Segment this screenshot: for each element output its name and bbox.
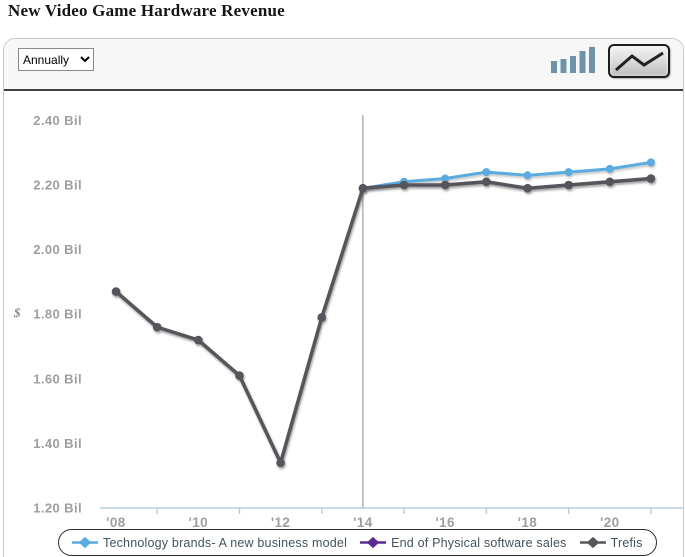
data-point-marker[interactable] [276, 458, 285, 468]
legend-item-technology-brands[interactable]: Technology brands- A new business model [72, 536, 347, 550]
data-point-marker[interactable] [523, 183, 532, 193]
y-axis-tick-label: 1.80 Bil [33, 307, 82, 322]
y-axis-tick-label: 2.00 Bil [33, 242, 82, 257]
bar-chart-icon[interactable] [551, 45, 597, 73]
x-axis-tick-label: '12 [271, 515, 290, 530]
series-technology-brands[interactable] [358, 158, 655, 193]
data-point-marker[interactable] [605, 177, 615, 187]
data-point-marker[interactable] [482, 168, 491, 177]
chart-toolbar: Annually [4, 39, 683, 91]
data-point-marker[interactable] [235, 371, 244, 380]
series-trefis[interactable] [111, 174, 656, 468]
x-axis-tick-label: '18 [518, 515, 538, 530]
x-axis-tick-label: '20 [600, 515, 619, 530]
legend-item-label: End of Physical software sales [391, 535, 567, 550]
data-point-marker[interactable] [482, 177, 491, 187]
chart-plot[interactable]: $ 2.40 Bil 2.20 Bil 2.00 Bil 1.80 Bil 1.60 B… [0, 92, 685, 557]
data-point-marker[interactable] [152, 322, 162, 332]
data-point-marker[interactable] [317, 313, 327, 322]
line-chart-icon [615, 51, 664, 72]
y-axis-unit-label: $ [13, 305, 21, 320]
line-chart-button[interactable] [608, 44, 670, 78]
x-axis-tick-label: '08 [106, 515, 126, 530]
y-axis-tick-label: 1.40 Bil [33, 436, 82, 451]
legend-item-label: Trefis [610, 535, 643, 550]
data-point-marker[interactable] [564, 180, 573, 190]
data-point-marker[interactable] [399, 180, 409, 190]
x-axis-tick-label: '14 [353, 515, 373, 530]
y-axis-tick-label: 1.20 Bil [33, 501, 82, 516]
legend-marker-technology-brands-icon [72, 537, 98, 548]
chart-title: New Video Game Hardware Revenue [8, 1, 285, 20]
data-point-marker[interactable] [111, 287, 121, 296]
legend-item-end-of-physical[interactable]: End of Physical software sales [360, 536, 567, 550]
y-axis-tick-label: 2.40 Bil [33, 113, 82, 128]
y-axis-tick-label: 2.20 Bil [33, 178, 82, 193]
legend-marker-trefis-icon [579, 537, 606, 548]
legend-marker-end-of-physical-icon [360, 537, 387, 548]
data-point-marker[interactable] [646, 158, 655, 167]
data-point-marker[interactable] [646, 174, 656, 183]
data-point-marker[interactable] [564, 168, 573, 177]
data-point-marker[interactable] [440, 180, 450, 190]
x-axis-tick-label: '10 [189, 515, 208, 530]
series-end-of-physical[interactable] [112, 174, 655, 467]
chart-container: Annually [3, 38, 684, 557]
data-point-marker[interactable] [194, 335, 203, 345]
data-point-marker[interactable] [605, 164, 614, 173]
data-point-marker[interactable] [523, 171, 532, 180]
legend-item-trefis[interactable]: Trefis [579, 535, 643, 550]
y-axis-tick-label: 1.60 Bil [33, 371, 82, 386]
data-point-marker[interactable] [358, 183, 368, 193]
legend-item-label: Technology brands- A new business model [103, 535, 348, 550]
x-axis-tick-label: '16 [435, 515, 455, 530]
data-point-marker[interactable] [441, 174, 450, 183]
chart-legend: Technology brands- A new business model … [58, 529, 657, 556]
period-select[interactable]: Annually [18, 48, 94, 71]
